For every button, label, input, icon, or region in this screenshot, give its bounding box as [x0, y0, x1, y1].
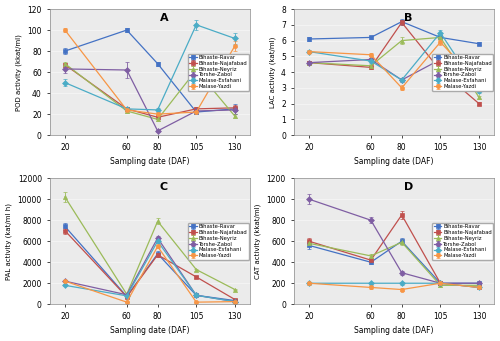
Text: B: B: [404, 13, 412, 23]
Y-axis label: POD activity (kkat/ml): POD activity (kkat/ml): [16, 34, 22, 110]
Y-axis label: PAL activity (kat/ml h): PAL activity (kat/ml h): [6, 203, 12, 280]
Text: C: C: [160, 182, 168, 192]
X-axis label: Sampling date (DAF): Sampling date (DAF): [110, 157, 190, 166]
Text: A: A: [160, 13, 168, 23]
Legend: Bihaste-Ravar, Bihaste-Najafabad, Bihaste-Neyriz, Torshe-Zabol, Malase-Esfahani,: Bihaste-Ravar, Bihaste-Najafabad, Bihast…: [188, 54, 250, 91]
X-axis label: Sampling date (DAF): Sampling date (DAF): [354, 157, 434, 166]
Y-axis label: LAC activity (kat/ml): LAC activity (kat/ml): [269, 36, 276, 108]
Legend: Bihaste-Ravar, Bihaste-Najafabad, Bihaste-Neyriz, Torshe-Zabol, Malase-Esfahani,: Bihaste-Ravar, Bihaste-Najafabad, Bihast…: [432, 54, 494, 91]
Text: D: D: [404, 182, 413, 192]
Y-axis label: CAT activity (kkat/ml): CAT activity (kkat/ml): [254, 204, 261, 279]
X-axis label: Sampling date (DAF): Sampling date (DAF): [354, 326, 434, 336]
Legend: Bihaste-Ravar, Bihaste-Najafabad, Bihaste-Neyriz, Torshe-Zabol, Malase-Esfahani,: Bihaste-Ravar, Bihaste-Najafabad, Bihast…: [188, 223, 250, 260]
X-axis label: Sampling date (DAF): Sampling date (DAF): [110, 326, 190, 336]
Legend: Bihaste-Ravar, Bihaste-Najafabad, Bihaste-Neyriz, Torshe-Zabol, Malase-Esfahani,: Bihaste-Ravar, Bihaste-Najafabad, Bihast…: [432, 223, 494, 260]
